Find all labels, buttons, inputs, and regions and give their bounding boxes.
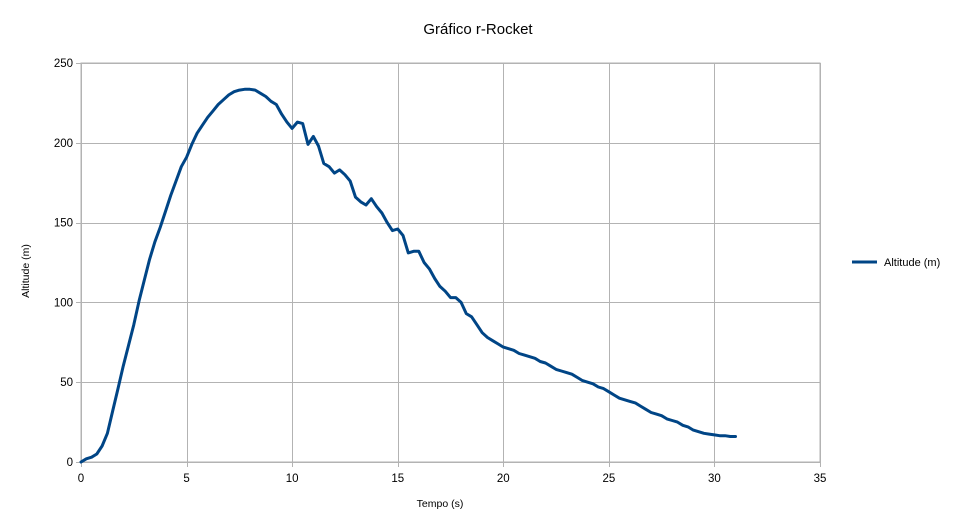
y-tick-label: 150 bbox=[54, 218, 73, 230]
legend-label: Altitude (m) bbox=[884, 257, 940, 269]
y-tick-label: 100 bbox=[54, 297, 73, 309]
y-axis-ticks: 0 50 100 150 200 250 bbox=[54, 58, 73, 469]
y-tick-label: 200 bbox=[54, 138, 73, 150]
legend: Altitude (m) bbox=[852, 257, 940, 269]
y-tick-label: 0 bbox=[67, 457, 73, 469]
x-tick-label: 35 bbox=[814, 473, 827, 485]
y-tick-label: 250 bbox=[54, 58, 73, 70]
x-axis-label: Tempo (s) bbox=[417, 498, 464, 510]
x-tick-label: 20 bbox=[497, 473, 510, 485]
x-tick-label: 25 bbox=[602, 473, 615, 485]
x-tick-label: 10 bbox=[286, 473, 299, 485]
x-tick-label: 5 bbox=[183, 473, 189, 485]
plot-area-border bbox=[80, 62, 821, 463]
y-axis-label: Altitude (m) bbox=[20, 244, 32, 298]
series-line-altitude bbox=[79, 87, 737, 464]
x-tick-label: 30 bbox=[708, 473, 721, 485]
x-tick-label: 0 bbox=[78, 473, 84, 485]
grid bbox=[76, 63, 821, 467]
x-axis-ticks: 0 5 10 15 20 25 30 35 bbox=[78, 473, 827, 485]
chart-title: Gráfico r-Rocket bbox=[423, 21, 533, 38]
y-tick-label: 50 bbox=[60, 377, 73, 389]
x-tick-label: 15 bbox=[391, 473, 404, 485]
